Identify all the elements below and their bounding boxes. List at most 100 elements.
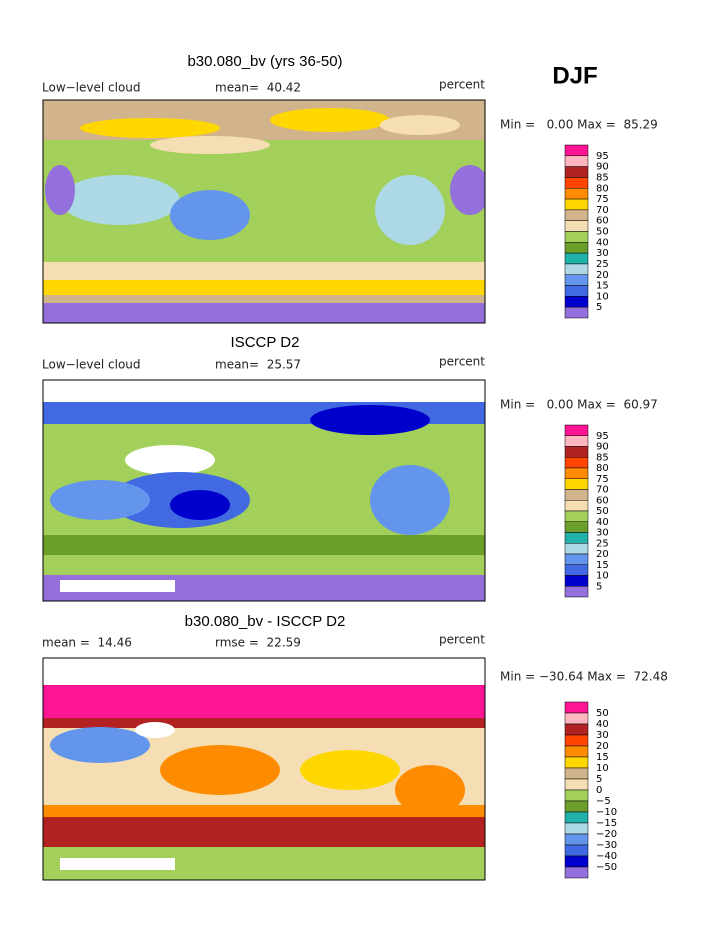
colorbar-label: −15 (596, 818, 617, 829)
colorbar-box (564, 575, 589, 587)
stats: Min = 0.00 Max = 85.29 (500, 118, 658, 132)
colorbar-box (564, 745, 589, 758)
colorbar-box (564, 177, 589, 189)
colorbar-label: 95 (596, 431, 609, 442)
panel-title: ISCCP D2 (231, 334, 300, 351)
panel-title: b30.080_bv - ISCCP D2 (185, 613, 346, 630)
colorbar-box (564, 500, 589, 512)
colorbar-label: −5 (596, 796, 611, 807)
colorbar-label: 75 (596, 474, 609, 485)
colorbar-label: 85 (596, 172, 609, 183)
colorbar-label: 30 (596, 248, 609, 259)
colorbar-label: 60 (596, 216, 609, 227)
colorbar-label: 15 (596, 752, 609, 763)
colorbar-label: 30 (596, 730, 609, 741)
colorbar-box (564, 756, 589, 769)
colorbar-label: 85 (596, 452, 609, 463)
map-frame (42, 99, 486, 324)
colorbar-label: 25 (596, 538, 609, 549)
colorbar-box (564, 833, 589, 846)
colorbar-label: 80 (596, 183, 609, 194)
colorbar-label: 50 (596, 227, 609, 238)
colorbar-label: 5 (596, 581, 602, 592)
colorbar-box (564, 144, 589, 157)
colorbar-label: 5 (596, 302, 602, 313)
colorbar-box (564, 778, 589, 791)
colorbar-box (564, 306, 589, 319)
colorbar-box (564, 734, 589, 747)
colorbar-label: 5 (596, 774, 602, 785)
colorbar-label: 20 (596, 741, 609, 752)
colorbar-box (564, 532, 589, 544)
colorbar-box (564, 712, 589, 725)
units-label: percent (439, 633, 485, 647)
center-label: rmse = 22.59 (215, 636, 301, 650)
colorbar-label: −20 (596, 829, 617, 840)
map-frame (42, 657, 486, 881)
season: DJF (552, 62, 597, 89)
colorbar-box (564, 564, 589, 576)
colorbar-box (564, 800, 589, 813)
colorbar-box (564, 844, 589, 857)
colorbar-box (564, 811, 589, 824)
colorbar-label: −30 (596, 840, 617, 851)
colorbar-label: 40 (596, 517, 609, 528)
left-label: Low−level cloud (42, 81, 141, 95)
colorbar-box (564, 155, 589, 167)
colorbar-box (564, 198, 589, 211)
colorbar-box (564, 220, 589, 232)
colorbar-box (564, 855, 589, 868)
stats: Min = −30.64 Max = 72.48 (500, 670, 668, 684)
center-label: mean= 40.42 (215, 81, 301, 95)
colorbar-label: 70 (596, 485, 609, 496)
map (43, 100, 485, 323)
colorbar-box (564, 489, 589, 501)
colorbar-label: 20 (596, 270, 609, 281)
colorbar-box (564, 767, 589, 780)
colorbar-box (564, 553, 589, 565)
colorbar-box (564, 424, 589, 436)
colorbar-label: 95 (596, 151, 609, 162)
left-label: Low−level cloud (42, 358, 141, 372)
colorbar-box (564, 166, 589, 178)
colorbar-box (564, 285, 589, 297)
colorbar-box (564, 789, 589, 802)
colorbar-label: 10 (596, 763, 609, 774)
colorbar-box (564, 510, 589, 522)
colorbar-label: 60 (596, 495, 609, 506)
map (43, 380, 485, 601)
center-label: mean= 25.57 (215, 358, 301, 372)
colorbar-box (564, 188, 589, 200)
colorbar-box (564, 866, 589, 879)
colorbar-box (564, 723, 589, 736)
colorbar-box (564, 701, 589, 714)
colorbar-label: −40 (596, 851, 617, 862)
colorbar-box (564, 586, 589, 598)
colorbar-label: 10 (596, 291, 609, 302)
panel-title: b30.080_bv (yrs 36-50) (187, 53, 342, 70)
units-label: percent (439, 355, 485, 369)
colorbar-label: −50 (596, 862, 617, 873)
colorbar-box (564, 822, 589, 835)
colorbar-label: 70 (596, 205, 609, 216)
colorbar-label: 90 (596, 162, 609, 173)
colorbar-label: 0 (596, 785, 602, 796)
colorbar-box (564, 296, 589, 308)
colorbar-label: 50 (596, 708, 609, 719)
colorbar-box (564, 242, 589, 254)
colorbar-box (564, 252, 589, 265)
colorbar-label: 10 (596, 571, 609, 582)
colorbar-label: 80 (596, 463, 609, 474)
colorbar-box (564, 543, 589, 555)
colorbar-label: 15 (596, 281, 609, 292)
colorbar-label: 40 (596, 719, 609, 730)
colorbar-box (564, 274, 589, 286)
colorbar-box (564, 209, 589, 221)
map (43, 658, 485, 880)
colorbar-box (564, 231, 589, 243)
colorbar-label: 90 (596, 442, 609, 453)
colorbar-box (564, 446, 589, 458)
colorbar-label: 50 (596, 506, 609, 517)
map-frame (42, 379, 486, 602)
